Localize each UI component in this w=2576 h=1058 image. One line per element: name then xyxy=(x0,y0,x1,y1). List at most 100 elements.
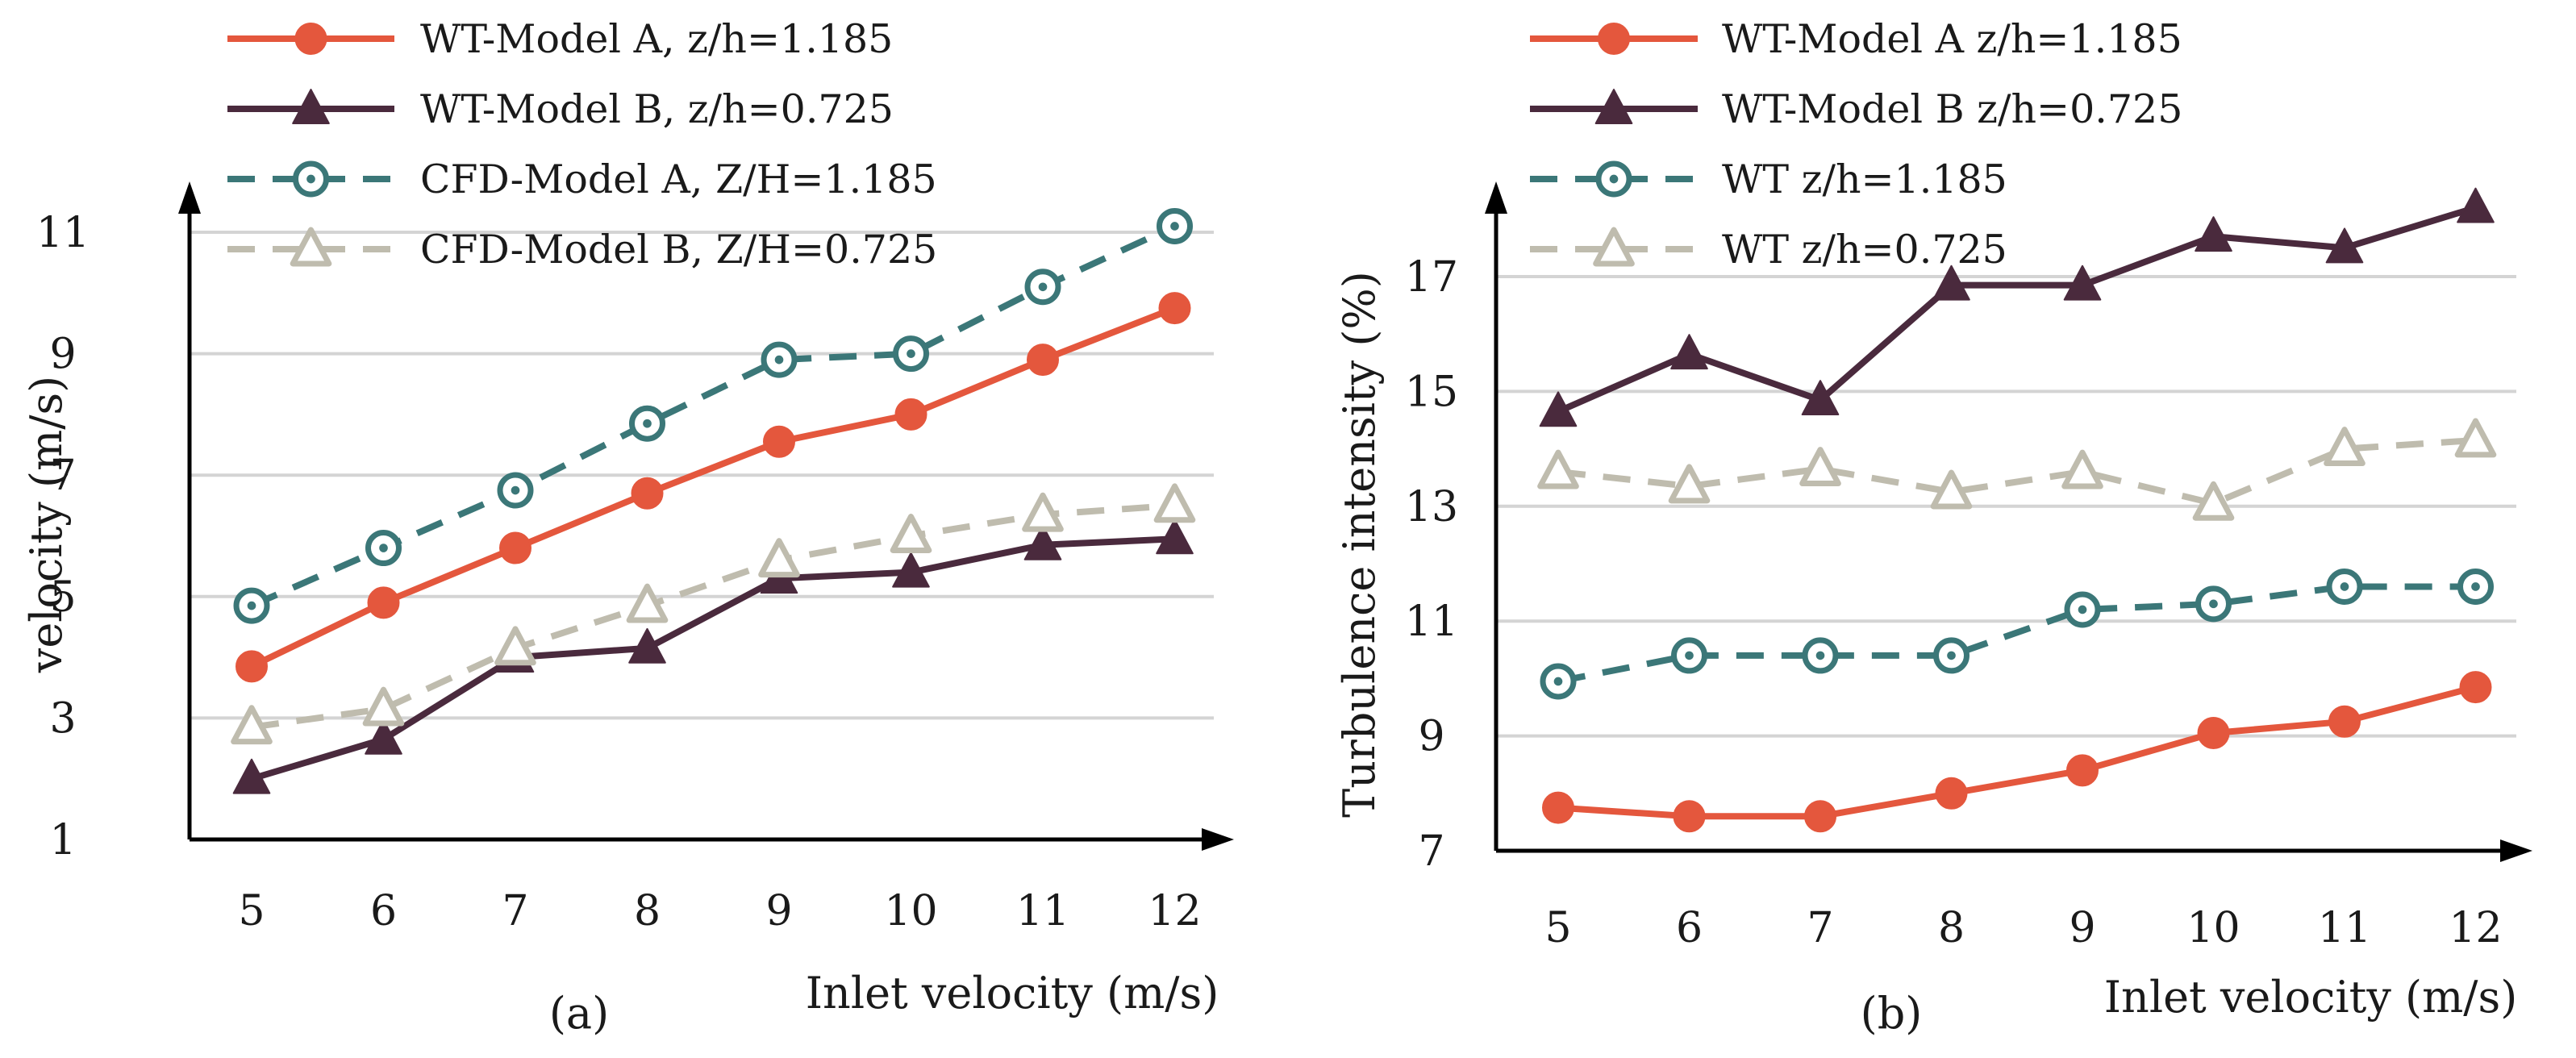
data-point-dot xyxy=(1815,651,1825,660)
legend-marker xyxy=(290,227,332,267)
data-point xyxy=(2195,216,2232,252)
x-tick-label: 8 xyxy=(634,887,661,935)
data-point-dot xyxy=(1170,222,1179,231)
y-tick-label: 9 xyxy=(1418,713,1444,761)
series-4 xyxy=(1537,418,2497,521)
x-tick-label: 8 xyxy=(1938,904,1965,952)
data-point xyxy=(2459,671,2492,704)
series-line xyxy=(250,305,1176,669)
series-line xyxy=(251,502,1175,731)
legend-entry: CFD-Model B, Z/H=0.725 xyxy=(227,227,937,273)
data-point-dot xyxy=(643,419,652,428)
data-point-dot xyxy=(774,355,784,364)
data-point xyxy=(1930,469,1973,510)
data-point xyxy=(2454,418,2497,458)
legend-entry: WT z/h=0.725 xyxy=(1530,227,2007,273)
data-point xyxy=(362,686,405,727)
legend-label: WT-Model B z/h=0.725 xyxy=(1722,86,2182,132)
legend-label: WT z/h=1.185 xyxy=(1722,156,2007,202)
legend-entry: WT-Model B z/h=0.725 xyxy=(1530,86,2182,132)
x-tick-label: 5 xyxy=(1544,904,1571,952)
legend-marker-dot xyxy=(306,174,315,184)
data-point xyxy=(890,514,932,553)
panel-label: (a) xyxy=(549,988,609,1039)
x-tick-label: 10 xyxy=(2186,904,2240,952)
data-point xyxy=(763,425,795,458)
data-point-dot xyxy=(2078,605,2087,614)
data-point xyxy=(758,538,800,578)
data-point xyxy=(232,758,271,794)
data-point xyxy=(2192,481,2235,521)
x-tick-label: 6 xyxy=(1676,904,1703,952)
legend-entry: WT-Model B, z/h=0.725 xyxy=(227,86,894,132)
y-tick-label: 5 xyxy=(49,573,76,622)
x-tick-label: 11 xyxy=(1016,887,1069,935)
data-point xyxy=(628,627,666,664)
x-axis-arrow xyxy=(1202,828,1234,851)
data-point xyxy=(1022,492,1064,532)
x-axis-arrow xyxy=(2500,839,2532,862)
legend-marker xyxy=(1598,23,1630,55)
legend-label: CFD-Model A, Z/H=1.185 xyxy=(420,156,937,202)
series-line xyxy=(1557,436,2476,507)
legend-label: WT-Model A z/h=1.185 xyxy=(1722,16,2182,62)
legend-label: WT-Model A, z/h=1.185 xyxy=(420,16,893,62)
data-point xyxy=(1932,264,1970,301)
series-line xyxy=(1557,684,2477,820)
data-point xyxy=(1673,800,1706,833)
data-point xyxy=(365,719,402,755)
y-axis-arrow xyxy=(178,181,201,214)
data-point-dot xyxy=(2340,582,2349,591)
x-tick-label: 11 xyxy=(2318,904,2371,952)
series-2 xyxy=(1539,187,2495,427)
y-tick-label: 17 xyxy=(1405,253,1458,302)
data-point xyxy=(494,626,536,666)
data-point-dot xyxy=(511,485,520,495)
legend-entry: WT-Model A, z/h=1.185 xyxy=(227,16,893,62)
legend-entry: CFD-Model A, Z/H=1.185 xyxy=(227,156,937,202)
data-point xyxy=(499,531,531,564)
data-point xyxy=(2197,717,2230,750)
y-tick-label: 11 xyxy=(1405,598,1458,646)
x-tick-label: 12 xyxy=(1148,887,1201,935)
data-point xyxy=(894,398,927,431)
data-point xyxy=(1537,449,1579,489)
data-point xyxy=(1801,380,1840,416)
y-tick-label: 1 xyxy=(49,816,76,864)
data-point xyxy=(2324,427,2366,467)
data-point xyxy=(2066,754,2099,787)
data-point xyxy=(892,552,930,588)
y-tick-label: 3 xyxy=(49,694,76,743)
series-1 xyxy=(1542,671,2492,833)
y-tick-label: 11 xyxy=(36,209,90,257)
x-tick-label: 10 xyxy=(884,887,937,935)
x-tick-label: 9 xyxy=(2069,904,2095,952)
legend-marker xyxy=(292,89,330,124)
data-point-dot xyxy=(1038,282,1048,292)
data-point xyxy=(1027,344,1059,377)
y-tick-label: 13 xyxy=(1405,483,1458,531)
y-tick-label: 7 xyxy=(1418,827,1444,876)
data-point-dot xyxy=(2471,582,2480,591)
x-tick-label: 12 xyxy=(2449,904,2502,952)
x-tick-label: 5 xyxy=(238,887,265,935)
data-point xyxy=(1153,483,1196,523)
x-tick-label: 7 xyxy=(502,887,528,935)
legend-label: CFD-Model B, Z/H=0.725 xyxy=(420,227,937,273)
series-line xyxy=(250,223,1177,609)
data-point xyxy=(2325,227,2364,264)
data-point xyxy=(2063,264,2102,301)
series-line xyxy=(250,535,1175,782)
legend-label: WT z/h=0.725 xyxy=(1722,227,2007,273)
x-axis-label: Inlet velocity (m/s) xyxy=(806,968,1219,1018)
legend-entry: WT z/h=1.185 xyxy=(1530,156,2007,202)
data-point xyxy=(626,583,669,623)
data-point xyxy=(1158,292,1191,325)
y-tick-label: 9 xyxy=(49,331,76,379)
data-point xyxy=(367,586,400,619)
data-point xyxy=(1804,800,1836,833)
legend-marker xyxy=(1593,227,1635,267)
data-point xyxy=(631,477,664,510)
x-tick-label: 7 xyxy=(1807,904,1833,952)
data-point xyxy=(2061,449,2103,489)
